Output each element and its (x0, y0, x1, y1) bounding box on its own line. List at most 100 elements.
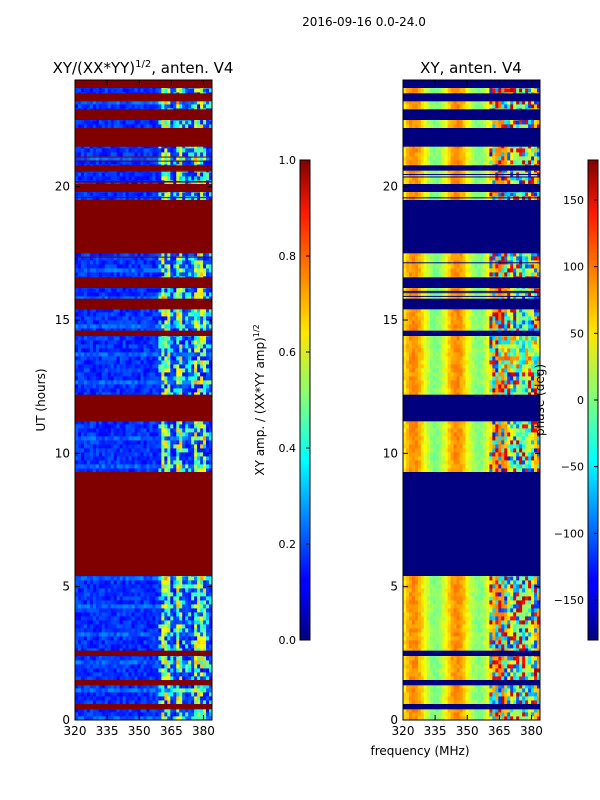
heatmap-cell (146, 588, 150, 593)
heatmap-cell (113, 588, 118, 593)
heatmap-cell (92, 576, 97, 581)
heatmap-cell (176, 368, 180, 373)
heatmap-cell (131, 660, 135, 665)
heatmap-cell (101, 448, 106, 453)
heatmap-cell (104, 340, 109, 345)
heatmap-cell (134, 384, 138, 389)
heatmap-cell (161, 660, 165, 665)
heatmap-cell (203, 392, 207, 397)
heatmap-cell (122, 312, 127, 317)
heatmap-cell (152, 644, 156, 649)
heatmap-cell (182, 424, 186, 429)
heatmap-cell (95, 712, 100, 717)
heatmap-cell (134, 444, 138, 449)
heatmap-cell (194, 604, 198, 609)
heatmap-cell (98, 432, 103, 437)
heatmap-cell (119, 696, 124, 701)
heatmap-cell (203, 608, 207, 613)
heatmap-cell (200, 312, 204, 317)
heatmap-cell (92, 660, 97, 665)
heatmap-cell (173, 324, 177, 329)
heatmap-cell (125, 672, 130, 677)
heatmap-cell (83, 328, 88, 333)
heatmap-cell (197, 384, 201, 389)
heatmap-cell (200, 664, 204, 669)
heatmap-cell (89, 336, 94, 341)
heatmap-cell (131, 380, 135, 385)
heatmap-cell (80, 440, 85, 445)
heatmap-cell (146, 672, 150, 677)
heatmap-cell (143, 288, 147, 293)
heatmap-cell (191, 288, 195, 293)
heatmap-cell (86, 716, 91, 720)
heatmap-cell (80, 592, 85, 597)
heatmap-cell (185, 716, 189, 720)
heatmap-cell (161, 340, 165, 345)
heatmap-cell (116, 436, 121, 441)
heatmap-cell (146, 376, 150, 381)
heatmap-cell (137, 600, 141, 605)
heatmap-cell (158, 644, 162, 649)
heatmap-cell (167, 328, 171, 333)
heatmap-cell (110, 316, 115, 321)
heatmap-cell (167, 428, 171, 433)
heatmap-cell (155, 452, 159, 457)
heatmap-cell (209, 648, 212, 653)
heatmap-cell (83, 308, 88, 313)
heatmap-cell (194, 376, 198, 381)
heatmap-cell (152, 648, 156, 653)
heatmap-cell (197, 468, 201, 473)
heatmap-cell (95, 700, 100, 705)
heatmap-cell (101, 340, 106, 345)
heatmap-cell (149, 576, 153, 581)
heatmap-cell (206, 624, 210, 629)
heatmap-cell (191, 308, 195, 313)
heatmap-cell (203, 624, 207, 629)
heatmap-cell (131, 392, 135, 397)
heatmap-cell (170, 620, 174, 625)
heatmap-cell (128, 696, 132, 701)
heatmap-cell (98, 460, 103, 465)
heatmap-cell (200, 316, 204, 321)
heatmap-cell (122, 696, 127, 701)
heatmap-cell (131, 604, 135, 609)
heatmap-cell (173, 452, 177, 457)
heatmap-cell (188, 328, 192, 333)
heatmap-cell (149, 712, 153, 717)
heatmap-cell (191, 668, 195, 673)
heatmap-cell (209, 656, 212, 661)
heatmap-cell (164, 308, 168, 313)
heatmap-cell (77, 644, 82, 649)
heatmap-cell (155, 296, 159, 301)
heatmap-cell (164, 368, 168, 373)
heatmap-cell (179, 664, 183, 669)
heatmap-cell (77, 696, 82, 701)
heatmap-cell (95, 436, 100, 441)
heatmap-cell (200, 580, 204, 585)
heatmap-cell (188, 708, 192, 713)
heatmap-cell (119, 432, 124, 437)
heatmap-cell (110, 676, 115, 681)
heatmap-cell (92, 460, 97, 465)
heatmap-cell (134, 320, 138, 325)
heatmap-cell (101, 428, 106, 433)
heatmap-cell (83, 348, 88, 353)
heatmap-cell (98, 604, 103, 609)
heatmap-cell (161, 616, 165, 621)
heatmap-cell (107, 328, 112, 333)
heatmap-cell (140, 368, 144, 373)
heatmap-cell (83, 660, 88, 665)
heatmap-cell (77, 356, 82, 361)
heatmap-cell (77, 420, 82, 425)
heatmap-cell (143, 420, 147, 425)
heatmap-cell (98, 436, 103, 441)
heatmap-cell (185, 292, 189, 297)
heatmap-cell (104, 360, 109, 365)
heatmap-cell (75, 360, 79, 365)
heatmap-cell (161, 584, 165, 589)
heatmap-cell (173, 440, 177, 445)
heatmap-cell (158, 360, 162, 365)
heatmap-cell (75, 668, 79, 673)
heatmap-cell (209, 288, 212, 293)
heatmap-cell (101, 444, 106, 449)
